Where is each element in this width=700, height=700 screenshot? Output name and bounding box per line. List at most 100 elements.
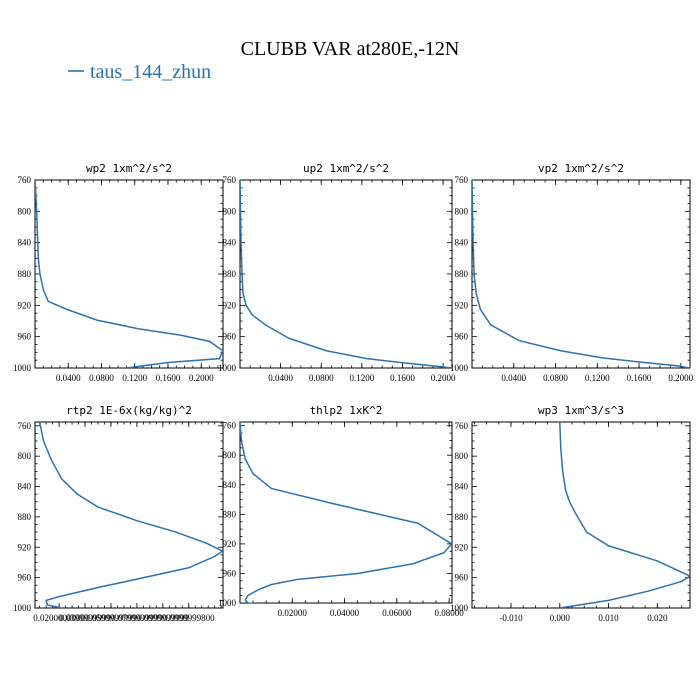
x-tick-label: 0.1200 [122, 373, 147, 383]
panel-1: wp2 1xm^2/s^2 760 800 840 880 920 960 1000 0.040… [13, 162, 224, 383]
y-tick-label: 960 [18, 573, 32, 583]
x-tick-label: 0.1600 [156, 373, 181, 383]
y-tick-label: 800 [18, 206, 32, 216]
x-tick-label: 0.2000 [431, 373, 456, 383]
panels: wp2 1xm^2/s^2 760 800 840 880 920 960 1000 0.040… [13, 162, 694, 623]
series-line [38, 422, 223, 608]
y-tick-label: 1000 [218, 598, 237, 608]
x-tick-label: 0.0399999999 [59, 613, 111, 623]
y-tick-label: 760 [223, 175, 237, 185]
x-tick-label: 0.2000 [189, 373, 214, 383]
x-tick-label: 0.0400 [56, 373, 81, 383]
panel-title: wp3 1xm^3/s^3 [538, 404, 624, 417]
x-tick-label: 0.0999999800 [163, 613, 215, 623]
y-tick-label: 760 [18, 175, 32, 185]
y-tick-label: 1000 [450, 603, 469, 613]
panel-4: rtp2 1E-6x(kg/kg)^2 760 800 840 880 920 960 100… [13, 404, 224, 623]
y-tick-label: 880 [18, 269, 32, 279]
x-tick-label: 0.0400 [268, 373, 293, 383]
panel-title: vp2 1xm^2/s^2 [538, 162, 624, 175]
y-tick-label: 840 [223, 238, 237, 248]
x-tick-label: 0.0599999999 [85, 613, 137, 623]
y-tick-label: 920 [455, 300, 469, 310]
x-tick-label: 0.0999999999 [137, 613, 189, 623]
chart-title: CLUBB VAR at280E,-12N [241, 38, 460, 60]
panel-6: wp3 1xm^3/s^3 760 800 840 880 920 960 1000 -0.01… [450, 404, 691, 623]
y-tick-label: 800 [455, 206, 469, 216]
y-tick-label: 960 [455, 332, 469, 342]
y-tick-label: 1000 [13, 603, 32, 613]
y-tick-label: 960 [223, 332, 237, 342]
y-tick-label: 880 [455, 512, 469, 522]
panel-title: thlp2 1xK^2 [310, 404, 383, 417]
y-tick-label: 800 [223, 206, 237, 216]
panel-title: wp2 1xm^2/s^2 [86, 162, 172, 175]
x-tick-label: 0.2000 [668, 373, 693, 383]
y-tick-label: 920 [455, 542, 469, 552]
y-tick-label: 880 [455, 269, 469, 279]
series-line [472, 180, 690, 368]
x-tick-label: 0.0800 [543, 373, 568, 383]
y-tick-label: 840 [18, 238, 32, 248]
x-tick-label: 0.06000 [382, 608, 412, 618]
y-tick-label: 960 [455, 573, 469, 583]
x-tick-label: 0.1600 [390, 373, 415, 383]
y-tick-label: 800 [455, 451, 469, 461]
panel-frame [34, 421, 224, 609]
series-line [35, 180, 223, 368]
y-tick-label: 840 [455, 482, 469, 492]
y-tick-label: 840 [223, 480, 237, 490]
x-tick-label: -0.010 [499, 613, 523, 623]
legend-label: taus_144_zhun [90, 61, 211, 83]
x-tick-label: 0.1200 [585, 373, 610, 383]
series-line [240, 180, 452, 368]
x-tick-label: 0.0400 [501, 373, 526, 383]
legend: taus_144_zhun [68, 61, 211, 83]
x-tick-label: 0.1600 [627, 373, 652, 383]
y-tick-label: 920 [223, 539, 237, 549]
x-tick-label: 0.0800 [89, 373, 114, 383]
y-tick-label: 920 [18, 300, 32, 310]
y-tick-label: 840 [455, 238, 469, 248]
y-tick-label: 960 [18, 332, 32, 342]
y-tick-label: 920 [18, 542, 32, 552]
panel-frame [239, 179, 453, 369]
y-tick-label: 840 [18, 482, 32, 492]
panel-2: up2 1xm^2/s^2 760 800 840 880 920 960 1000 0.040… [218, 162, 456, 383]
y-tick-label: 920 [223, 300, 237, 310]
x-tick-label: 0.1200 [349, 373, 374, 383]
y-tick-label: 760 [223, 421, 237, 431]
panel-3: vp2 1xm^2/s^2 760 800 840 880 920 960 1000 0.040… [450, 162, 694, 383]
y-tick-label: 1000 [450, 363, 469, 373]
x-tick-label: 0.08000 [434, 608, 464, 618]
x-tick-label: 0.0800 [309, 373, 334, 383]
panel-title: up2 1xm^2/s^2 [303, 162, 389, 175]
panel-frame [471, 421, 691, 609]
panel-frame [239, 421, 453, 604]
x-tick-label: 0.02000 [278, 608, 308, 618]
y-tick-label: 960 [223, 568, 237, 578]
panel-5: thlp2 1xK^2 760 800 840 880 920 960 1000 0.02000… [218, 404, 464, 618]
panel-frame [34, 179, 224, 369]
x-tick-label: 0.0799999999 [111, 613, 163, 623]
y-tick-label: 880 [223, 509, 237, 519]
panel-title: rtp2 1E-6x(kg/kg)^2 [66, 404, 192, 417]
y-tick-label: 760 [18, 421, 32, 431]
y-tick-label: 880 [223, 269, 237, 279]
x-tick-label: 0.000 [550, 613, 571, 623]
y-tick-label: 1000 [218, 363, 237, 373]
x-tick-label: 0.010 [598, 613, 619, 623]
series-line [559, 422, 690, 608]
x-tick-label: 0.04000 [330, 608, 360, 618]
y-tick-label: 880 [18, 512, 32, 522]
y-tick-label: 800 [18, 451, 32, 461]
y-tick-label: 1000 [13, 363, 32, 373]
x-tick-label: 0.0200000000 [33, 613, 85, 623]
y-tick-label: 760 [455, 175, 469, 185]
panel-frame [471, 179, 691, 369]
y-tick-label: 800 [223, 450, 237, 460]
y-tick-label: 760 [455, 421, 469, 431]
x-tick-label: 0.020 [647, 613, 668, 623]
series-line [240, 422, 452, 603]
